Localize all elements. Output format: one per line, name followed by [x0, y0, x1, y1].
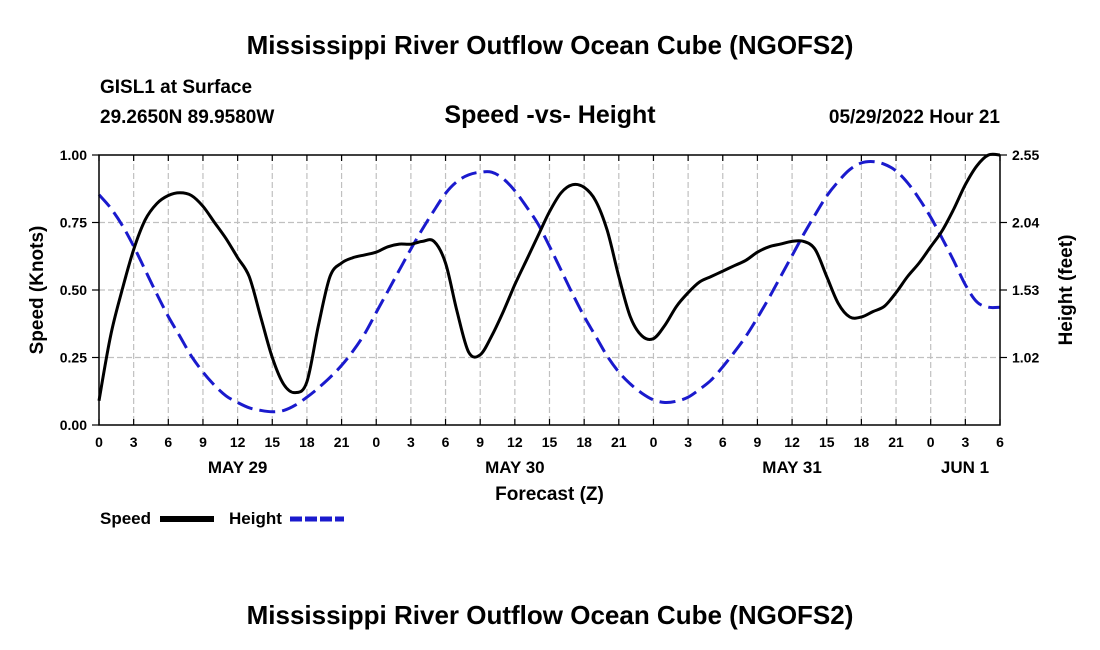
- date-label: JUN 1: [941, 458, 989, 477]
- x-tick-label: 18: [299, 434, 315, 450]
- y-tick-label-left: 0.25: [60, 350, 87, 366]
- legend-speed-swatch: [160, 516, 214, 522]
- legend-height-swatch: [290, 516, 344, 522]
- x-tick-label: 15: [264, 434, 280, 450]
- footer-title: Mississippi River Outflow Ocean Cube (NG…: [246, 600, 854, 630]
- y-axis-title-right: Height (feet): [1056, 235, 1077, 346]
- x-tick-label: 6: [442, 434, 450, 450]
- x-axis-title: Forecast (Z): [495, 484, 604, 505]
- x-tick-label: 12: [230, 434, 246, 450]
- series-layer: [97, 152, 1001, 414]
- x-tick-label: 9: [754, 434, 762, 450]
- x-tick-label: 6: [996, 434, 1004, 450]
- x-tick-label: 12: [784, 434, 800, 450]
- x-tick-label: 18: [854, 434, 870, 450]
- x-tick-label: 15: [542, 434, 558, 450]
- x-tick-label: 3: [130, 434, 138, 450]
- date-label: MAY 30: [485, 458, 545, 477]
- x-tick-label: 18: [576, 434, 592, 450]
- x-tick-label: 21: [334, 434, 350, 450]
- y-tick-label-right: 2.04: [1012, 215, 1039, 231]
- grid-lines: [99, 155, 1000, 425]
- y-tick-label-right: 1.02: [1012, 350, 1039, 366]
- y-tick-label-left: 0.00: [60, 417, 87, 433]
- x-tick-label: 0: [650, 434, 658, 450]
- axis-labels: 0 3 6 9 12 15 18 21 0 3 6 9 12 15 18 21 0 3 6 9 12 15 18 21 0 3 6 M…: [27, 147, 1077, 505]
- forecast-datetime: 05/29/2022 Hour 21: [828, 107, 1000, 128]
- x-tick-label: 0: [927, 434, 935, 450]
- y-tick-label-right: 2.55: [1012, 147, 1039, 163]
- height-series-line: [97, 160, 1001, 414]
- y-tick-label-left: 0.50: [60, 282, 87, 298]
- x-tick-label: 6: [164, 434, 172, 450]
- x-tick-label: 6: [719, 434, 727, 450]
- x-tick-label: 15: [819, 434, 835, 450]
- x-tick-label: 9: [476, 434, 484, 450]
- y-tick-label-left: 0.75: [60, 215, 87, 231]
- chart-subtitle: Speed -vs- Height: [444, 101, 656, 129]
- x-tick-label: 3: [961, 434, 969, 450]
- y-tick-label-right: 1.53: [1012, 282, 1039, 298]
- y-axis-title-left: Speed (Knots): [27, 226, 48, 355]
- x-tick-label: 21: [611, 434, 627, 450]
- chart-title: Mississippi River Outflow Ocean Cube (NG…: [246, 30, 854, 60]
- legend-speed-label: Speed: [100, 509, 152, 528]
- y-tick-label-left: 1.00: [60, 147, 87, 163]
- date-label: MAY 31: [762, 458, 822, 477]
- x-tick-label: 0: [95, 434, 103, 450]
- date-label: MAY 29: [208, 458, 268, 477]
- x-tick-label: 21: [888, 434, 904, 450]
- station-name: GISL1 at Surface: [100, 77, 253, 98]
- legend-height-label: Height: [229, 509, 282, 528]
- station-coords: 29.2650N 89.9580W: [100, 107, 275, 128]
- x-tick-label: 9: [199, 434, 207, 450]
- x-tick-label: 0: [372, 434, 380, 450]
- x-tick-label: 3: [684, 434, 692, 450]
- x-tick-label: 12: [507, 434, 523, 450]
- speed-series-line: [97, 152, 1001, 401]
- x-tick-label: 3: [407, 434, 415, 450]
- axis-ticks: [92, 154, 1007, 426]
